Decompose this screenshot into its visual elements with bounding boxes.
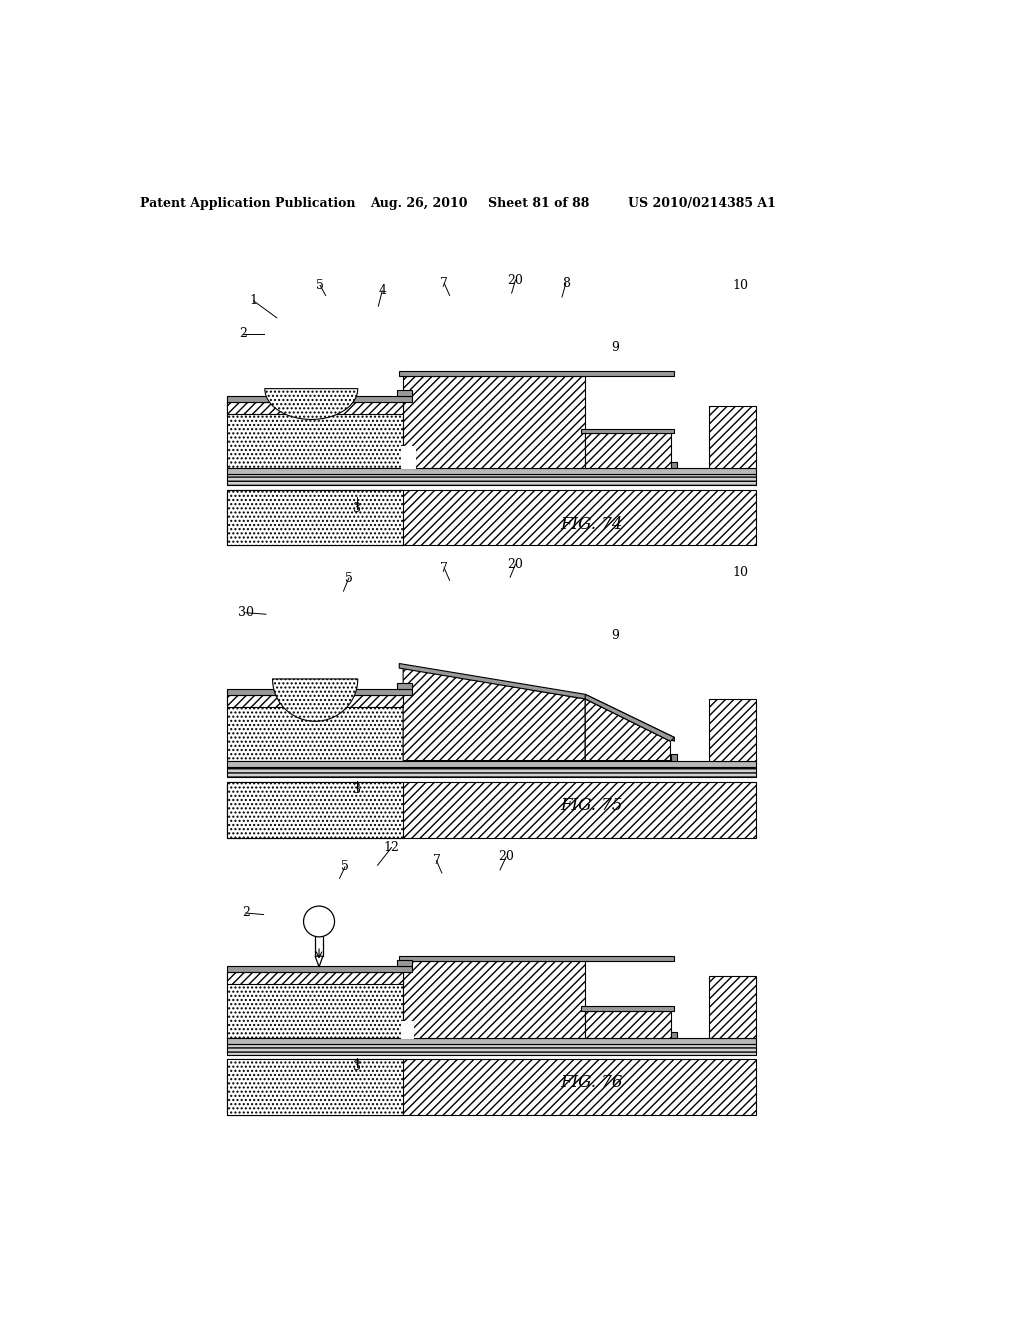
Bar xyxy=(227,1059,403,1114)
Text: 12: 12 xyxy=(384,841,399,854)
Text: 30: 30 xyxy=(238,606,254,619)
Text: 4: 4 xyxy=(378,284,386,297)
Bar xyxy=(403,376,586,469)
Bar xyxy=(227,781,756,838)
Text: FIG. 76: FIG. 76 xyxy=(560,1074,623,1090)
Text: 5: 5 xyxy=(341,861,349,874)
Polygon shape xyxy=(403,668,586,760)
Text: 5: 5 xyxy=(316,279,325,292)
Text: Aug. 26, 2010: Aug. 26, 2010 xyxy=(370,197,467,210)
Polygon shape xyxy=(265,388,357,420)
Text: Patent Application Publication: Patent Application Publication xyxy=(140,197,356,210)
Text: 1: 1 xyxy=(250,294,258,308)
Text: 2: 2 xyxy=(242,907,250,920)
Bar xyxy=(710,407,756,469)
Bar xyxy=(227,1059,756,1114)
Bar xyxy=(399,371,675,376)
Text: 7: 7 xyxy=(432,854,440,867)
Text: 7: 7 xyxy=(440,277,449,289)
Text: Sheet 81 of 88: Sheet 81 of 88 xyxy=(488,197,590,210)
Bar xyxy=(227,490,756,545)
Bar xyxy=(227,966,413,973)
Bar xyxy=(227,696,403,706)
Bar xyxy=(671,755,677,760)
Bar xyxy=(397,391,413,396)
Bar xyxy=(397,682,413,689)
Text: FIG. 75: FIG. 75 xyxy=(560,797,623,813)
Bar xyxy=(227,760,756,767)
Bar xyxy=(400,1020,414,1038)
Bar xyxy=(397,960,413,966)
Bar xyxy=(710,700,756,760)
Bar xyxy=(582,429,675,433)
Text: US 2010/0214385 A1: US 2010/0214385 A1 xyxy=(628,197,775,210)
Bar xyxy=(227,403,403,469)
Text: 10: 10 xyxy=(732,566,749,579)
Text: 3: 3 xyxy=(352,502,360,515)
Bar xyxy=(227,696,403,760)
Bar xyxy=(227,403,403,414)
Bar xyxy=(227,973,403,1038)
Text: 20: 20 xyxy=(508,557,523,570)
Bar xyxy=(227,781,403,838)
Bar xyxy=(582,1006,675,1011)
Bar xyxy=(710,977,756,1038)
Bar xyxy=(227,973,403,983)
Text: 9: 9 xyxy=(610,341,618,354)
Text: 2: 2 xyxy=(239,327,247,341)
Text: 10: 10 xyxy=(732,279,749,292)
Polygon shape xyxy=(399,664,675,742)
Bar xyxy=(227,396,413,403)
Text: 3: 3 xyxy=(352,783,360,796)
Bar xyxy=(671,1032,677,1038)
Text: 8: 8 xyxy=(562,277,570,289)
Bar xyxy=(671,462,677,467)
Text: FIG. 74: FIG. 74 xyxy=(560,516,623,533)
Bar xyxy=(227,490,403,545)
Polygon shape xyxy=(315,956,323,966)
Text: 20: 20 xyxy=(508,273,523,286)
Circle shape xyxy=(303,906,335,937)
Bar xyxy=(400,446,415,469)
Polygon shape xyxy=(586,700,671,760)
Bar xyxy=(227,1038,756,1044)
Bar xyxy=(586,1011,671,1038)
Text: 5: 5 xyxy=(345,572,353,585)
Polygon shape xyxy=(586,694,675,742)
Bar xyxy=(227,767,756,777)
Polygon shape xyxy=(272,678,357,721)
Text: 20: 20 xyxy=(499,850,514,863)
Bar xyxy=(227,474,756,484)
Text: 9: 9 xyxy=(610,630,618,643)
Bar xyxy=(586,433,671,469)
Bar xyxy=(403,961,586,1038)
Bar xyxy=(227,689,413,696)
Text: 3: 3 xyxy=(352,1060,360,1073)
Bar xyxy=(399,956,675,961)
Text: 7: 7 xyxy=(440,561,449,574)
Bar xyxy=(227,469,756,474)
Bar xyxy=(227,1044,756,1055)
